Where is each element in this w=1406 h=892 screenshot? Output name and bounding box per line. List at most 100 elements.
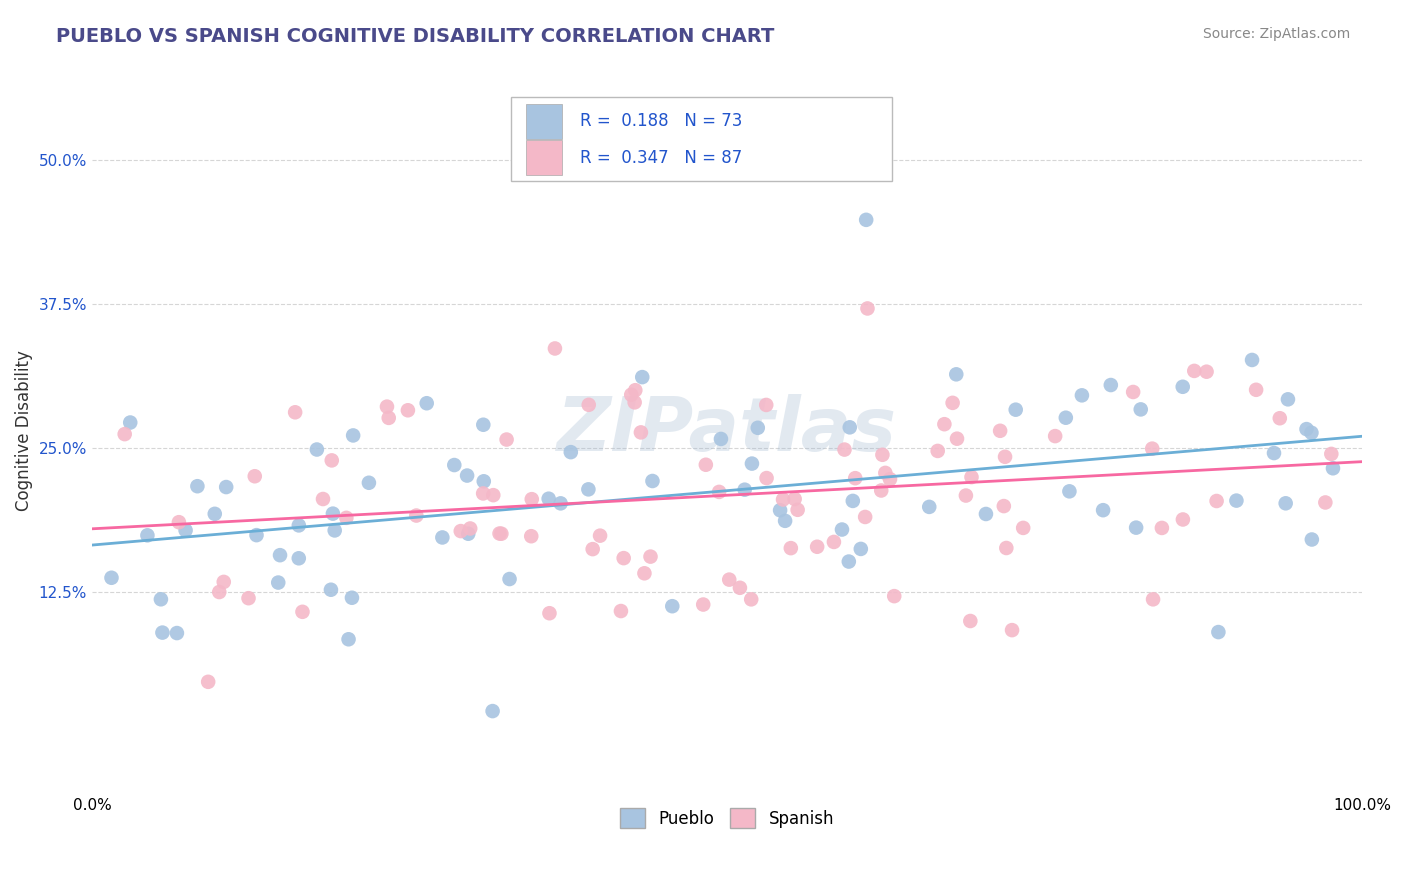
Point: [186, 479, 208, 493]
Text: ZIPatlas: ZIPatlas: [557, 394, 897, 467]
Point: [288, 518, 311, 533]
Point: [342, 428, 364, 442]
Point: [537, 491, 560, 506]
Point: [1301, 533, 1323, 547]
Point: [1205, 494, 1227, 508]
Text: R =  0.188   N = 73: R = 0.188 N = 73: [579, 112, 742, 130]
Point: [1195, 365, 1218, 379]
Point: [994, 450, 1017, 464]
Point: [149, 592, 172, 607]
Point: [728, 581, 751, 595]
Point: [243, 469, 266, 483]
Point: [1142, 592, 1164, 607]
Legend: Pueblo, Spanish: Pueblo, Spanish: [613, 801, 841, 835]
Point: [319, 582, 342, 597]
Point: [269, 548, 291, 562]
Point: [631, 370, 654, 384]
Point: [988, 424, 1011, 438]
Point: [633, 566, 655, 581]
Point: [779, 541, 801, 555]
Point: [630, 425, 652, 440]
Point: [472, 486, 495, 500]
Point: [456, 468, 478, 483]
Point: [550, 496, 572, 510]
Point: [458, 521, 481, 535]
Point: [620, 388, 643, 402]
Text: PUEBLO VS SPANISH COGNITIVE DISABILITY CORRELATION CHART: PUEBLO VS SPANISH COGNITIVE DISABILITY C…: [56, 27, 775, 45]
Point: [1142, 442, 1164, 456]
Point: [692, 598, 714, 612]
Point: [734, 483, 756, 497]
Point: [773, 514, 796, 528]
Point: [305, 442, 328, 457]
Point: [849, 541, 872, 556]
Point: [853, 510, 876, 524]
Point: [856, 301, 879, 316]
Point: [1001, 623, 1024, 637]
FancyBboxPatch shape: [526, 104, 562, 139]
Point: [1129, 402, 1152, 417]
Point: [1322, 461, 1344, 475]
Point: [495, 433, 517, 447]
Point: [238, 591, 260, 606]
Point: [1070, 388, 1092, 402]
Point: [578, 398, 600, 412]
Point: [844, 471, 866, 485]
Point: [481, 704, 503, 718]
Point: [472, 475, 495, 489]
Point: [538, 606, 561, 620]
Point: [322, 507, 344, 521]
Point: [823, 535, 845, 549]
Point: [740, 592, 762, 607]
Point: [204, 507, 226, 521]
Point: [718, 573, 741, 587]
Point: [323, 524, 346, 538]
Point: [610, 604, 633, 618]
Point: [927, 444, 949, 458]
Point: [396, 403, 419, 417]
Point: [215, 480, 238, 494]
Point: [1054, 410, 1077, 425]
Point: [855, 212, 877, 227]
Point: [576, 483, 599, 497]
Point: [321, 453, 343, 467]
Point: [520, 529, 543, 543]
Point: [1268, 411, 1291, 425]
Point: [375, 400, 398, 414]
Point: [834, 442, 856, 457]
Point: [1320, 447, 1343, 461]
Point: [707, 484, 730, 499]
Point: [747, 421, 769, 435]
Point: [1150, 521, 1173, 535]
Point: [1244, 383, 1267, 397]
Point: [993, 499, 1015, 513]
Point: [1043, 429, 1066, 443]
Point: [415, 396, 437, 410]
Point: [197, 674, 219, 689]
Point: [640, 549, 662, 564]
Point: [152, 625, 174, 640]
Point: [582, 542, 605, 557]
Point: [136, 528, 159, 542]
Point: [1274, 496, 1296, 510]
Point: [245, 528, 267, 542]
Point: [520, 492, 543, 507]
Point: [589, 529, 612, 543]
Point: [883, 589, 905, 603]
Point: [661, 599, 683, 614]
Point: [918, 500, 941, 514]
Point: [1263, 446, 1285, 460]
Point: [1092, 503, 1115, 517]
Point: [613, 551, 636, 566]
Point: [114, 427, 136, 442]
Point: [1301, 425, 1323, 440]
Point: [498, 572, 520, 586]
Point: [1295, 422, 1317, 436]
Point: [1004, 402, 1026, 417]
Point: [312, 491, 335, 506]
Point: [974, 507, 997, 521]
Point: [641, 474, 664, 488]
Point: [959, 614, 981, 628]
FancyBboxPatch shape: [526, 140, 562, 175]
Point: [482, 488, 505, 502]
